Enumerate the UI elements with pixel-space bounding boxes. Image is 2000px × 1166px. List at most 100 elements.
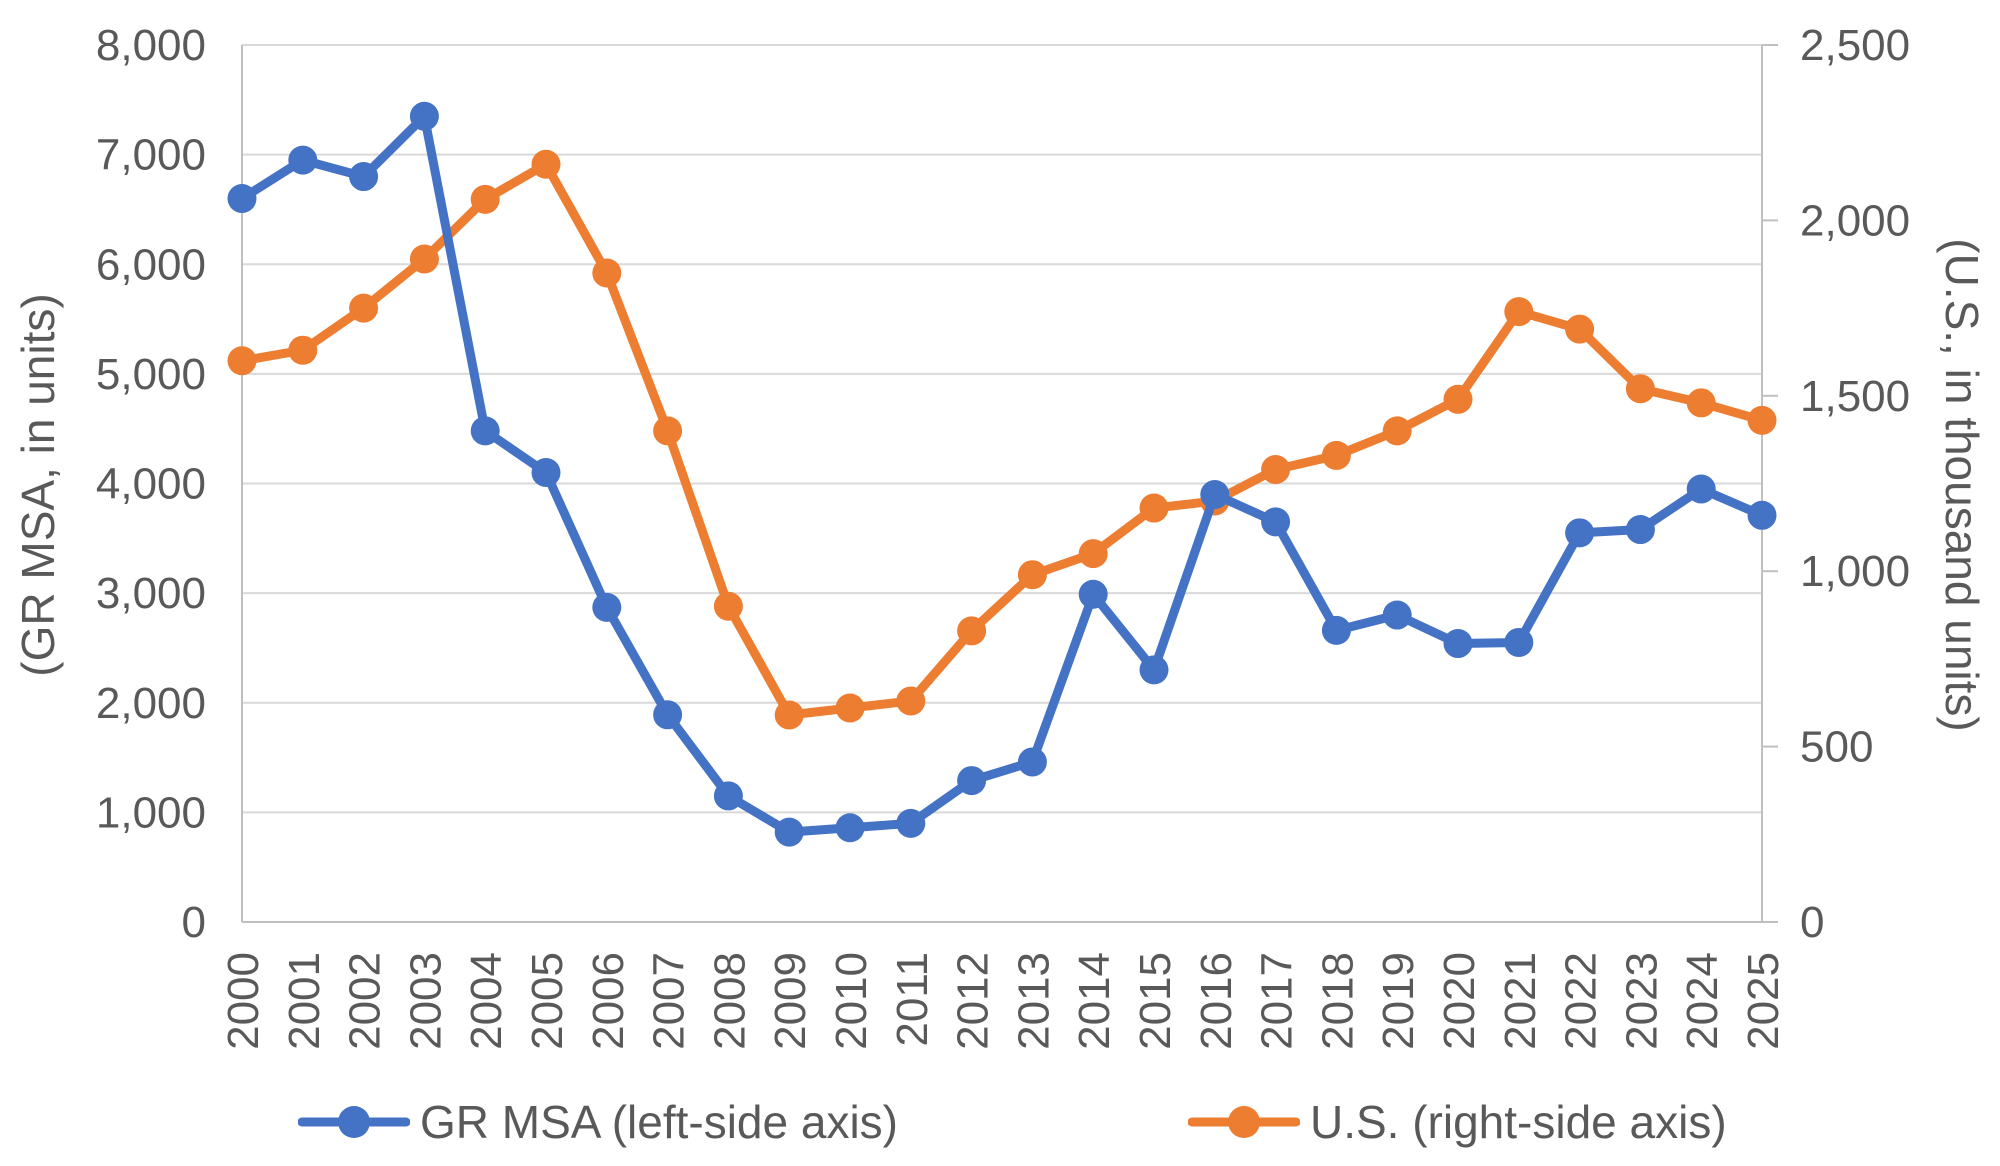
data-point-us: [470, 184, 500, 214]
x-axis-tick-label: 2022: [1557, 952, 1606, 1050]
right-axis-tick-label: 0: [1800, 898, 1824, 947]
data-point-gr-msa: [774, 817, 804, 847]
data-point-us: [957, 616, 987, 646]
legend-item-us: U.S. (right-side axis): [1188, 1092, 1727, 1152]
data-point-gr-msa: [1139, 655, 1169, 685]
data-point-gr-msa: [835, 813, 865, 843]
data-point-us: [349, 293, 379, 323]
data-point-us: [531, 149, 561, 179]
data-point-us: [1078, 539, 1108, 569]
left-axis-tick-label: 4,000: [96, 460, 206, 509]
right-axis-tick-label: 1,000: [1800, 547, 1910, 596]
left-axis-tick-label: 5,000: [96, 350, 206, 399]
left-axis-tick-label: 0: [182, 898, 206, 947]
data-point-gr-msa: [713, 781, 743, 811]
x-axis-tick-label: 2015: [1131, 952, 1180, 1050]
right-axis-tick-label: 500: [1800, 723, 1873, 772]
series-line-us: [237, 159, 1767, 720]
legend-marker-gr-msa-icon: [298, 1106, 410, 1138]
left-axis-tick-label: 2,000: [96, 679, 206, 728]
data-point-gr-msa: [957, 766, 987, 796]
data-point-us: [1382, 416, 1412, 446]
x-axis-tick-label: 2000: [219, 952, 268, 1050]
data-point-gr-msa: [409, 101, 439, 131]
data-point-gr-msa: [1321, 615, 1351, 645]
data-point-us: [774, 700, 804, 730]
data-point-us: [1625, 374, 1655, 404]
data-point-gr-msa: [349, 162, 379, 192]
x-axis-tick-label: 2014: [1070, 952, 1119, 1050]
right-axis-title: (U.S., in thousand units): [1936, 238, 1988, 732]
left-axis-tick-label: 6,000: [96, 240, 206, 289]
x-axis-tick-label: 2010: [827, 952, 876, 1050]
data-point-gr-msa: [1200, 479, 1230, 509]
data-point-gr-msa: [531, 458, 561, 488]
series-line-gr-msa: [237, 111, 1767, 837]
data-point-gr-msa: [1747, 500, 1777, 530]
data-point-us: [1443, 384, 1473, 414]
data-point-gr-msa: [1565, 518, 1595, 548]
left-axis-tick-label: 8,000: [96, 21, 206, 70]
x-axis-tick-label: 2020: [1435, 952, 1484, 1050]
x-axis-tick-label: 2023: [1617, 952, 1666, 1050]
left-axis-tick-label: 3,000: [96, 569, 206, 618]
x-axis-tick-label: 2016: [1192, 952, 1241, 1050]
x-axis-tick-label: 2006: [584, 952, 633, 1050]
x-axis-tick-label: 2002: [341, 952, 390, 1050]
left-axis-tick-label: 1,000: [96, 788, 206, 837]
left-axis-tick-label: 7,000: [96, 131, 206, 180]
x-axis-tick-label: 2011: [888, 952, 937, 1047]
data-point-gr-msa: [1078, 579, 1108, 609]
data-point-gr-msa: [592, 592, 622, 622]
data-point-us: [1261, 454, 1291, 484]
data-point-gr-msa: [1382, 600, 1412, 630]
x-axis-tick-label: 2012: [949, 952, 998, 1050]
data-point-us: [1504, 297, 1534, 327]
data-point-us: [1321, 440, 1351, 470]
x-axis-tick-label: 2018: [1313, 952, 1362, 1050]
x-axis-tick-label: 2005: [523, 952, 572, 1050]
legend-label-us: U.S. (right-side axis): [1310, 1096, 1727, 1148]
data-point-gr-msa: [1625, 515, 1655, 545]
right-axis-tick-label: 2,000: [1800, 196, 1910, 245]
data-point-gr-msa: [1504, 627, 1534, 657]
x-axis-tick-label: 2001: [280, 952, 329, 1050]
data-point-us: [1017, 560, 1047, 590]
left-axis-title: (GR MSA, in units): [12, 293, 64, 677]
data-point-us: [288, 335, 318, 365]
x-axis-tick-label: 2025: [1739, 952, 1788, 1050]
data-point-us: [592, 258, 622, 288]
x-axis-tick-label: 2009: [766, 952, 815, 1050]
x-axis-tick-label: 2017: [1253, 952, 1302, 1050]
legend-marker-us-icon: [1188, 1106, 1300, 1138]
x-axis-tick-label: 2004: [462, 952, 511, 1050]
data-point-gr-msa: [227, 183, 257, 213]
x-axis-tick-label: 2013: [1009, 952, 1058, 1050]
data-point-us: [409, 244, 439, 274]
data-point-us: [1686, 388, 1716, 418]
data-point-us: [653, 416, 683, 446]
data-point-us: [227, 346, 257, 376]
legend-item-gr-msa: GR MSA (left-side axis): [298, 1092, 898, 1152]
data-point-gr-msa: [896, 808, 926, 838]
data-point-us: [835, 693, 865, 723]
x-axis-tick-label: 2003: [401, 952, 450, 1050]
data-point-us: [1565, 314, 1595, 344]
data-point-us: [713, 591, 743, 621]
x-axis-tick-label: 2019: [1374, 952, 1423, 1050]
data-point-us: [1139, 493, 1169, 523]
data-point-gr-msa: [470, 416, 500, 446]
x-axis-tick-label: 2021: [1496, 952, 1545, 1050]
data-point-gr-msa: [1686, 474, 1716, 504]
x-axis-tick-label: 2024: [1678, 952, 1727, 1050]
data-point-gr-msa: [1017, 747, 1047, 777]
right-axis-tick-label: 1,500: [1800, 372, 1910, 421]
x-axis-tick-label: 2008: [705, 952, 754, 1050]
x-axis-tick-label: 2007: [645, 952, 694, 1050]
data-point-us: [896, 686, 926, 716]
right-axis-tick-label: 2,500: [1800, 21, 1910, 70]
data-point-gr-msa: [1261, 507, 1291, 537]
data-point-gr-msa: [653, 700, 683, 730]
